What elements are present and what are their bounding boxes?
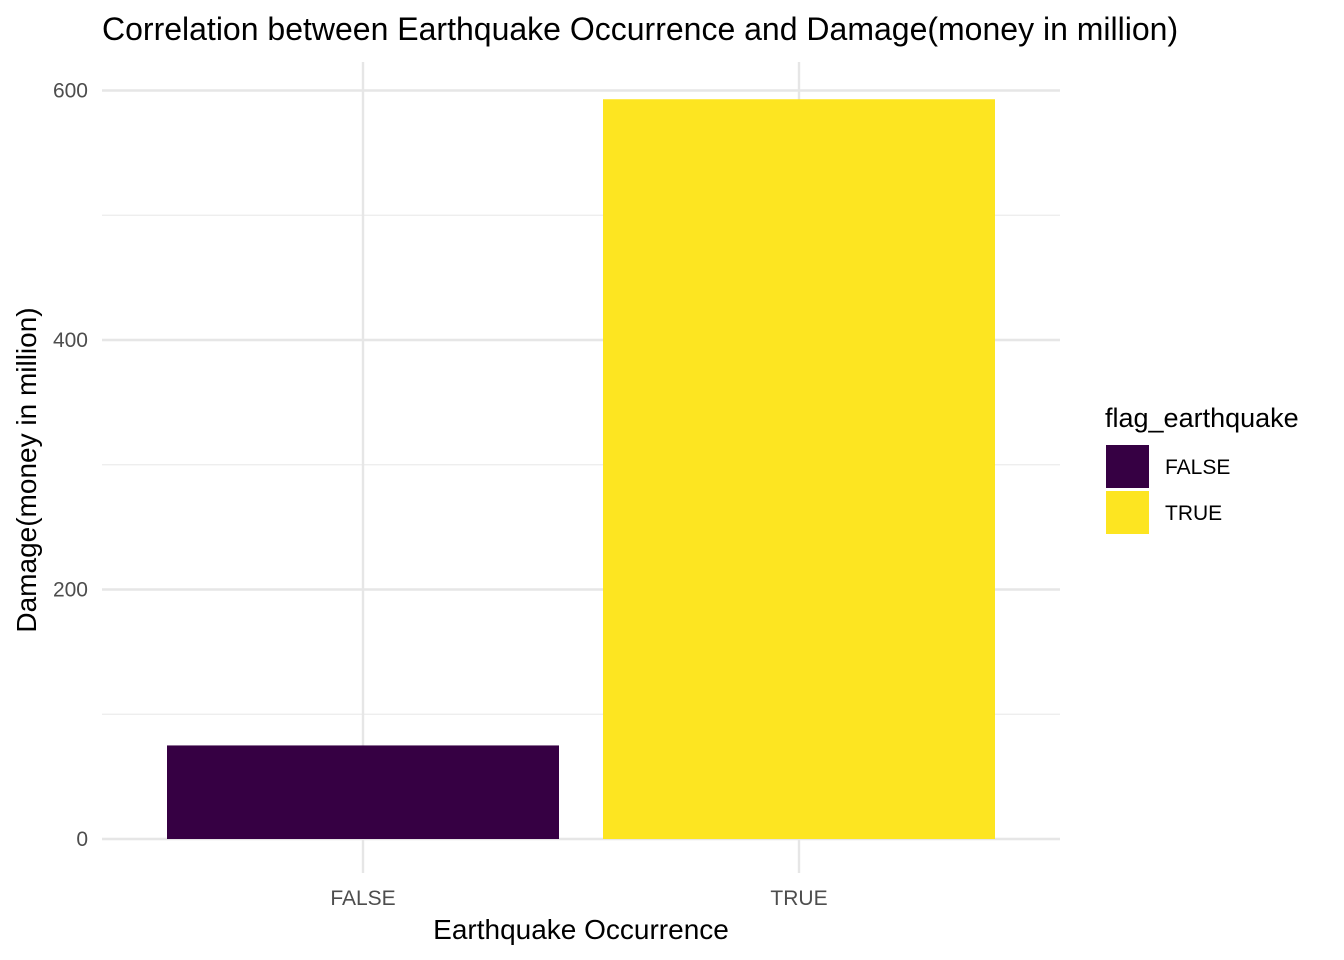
y-tick-label: 0 <box>76 828 88 851</box>
legend-label: TRUE <box>1165 502 1222 525</box>
legend: flag_earthquake FALSE TRUE <box>1105 403 1299 534</box>
bar-false <box>167 745 559 839</box>
y-axis-title: Damage(money in million) <box>11 307 42 632</box>
x-axis-title: Earthquake Occurrence <box>433 914 729 945</box>
y-tick-label: 600 <box>53 80 88 103</box>
x-tick-label: TRUE <box>770 887 827 910</box>
tick-labels: 0 200 400 600 FALSE TRUE <box>53 80 828 911</box>
legend-title: flag_earthquake <box>1105 403 1299 433</box>
chart-title: Correlation between Earthquake Occurrenc… <box>102 11 1178 47</box>
legend-swatch-false <box>1106 445 1149 488</box>
legend-label: FALSE <box>1165 456 1230 479</box>
legend-swatch-true <box>1106 491 1149 534</box>
bar-true <box>603 99 995 840</box>
x-tick-label: FALSE <box>330 887 395 910</box>
legend-items: FALSE TRUE <box>1106 445 1230 534</box>
bars <box>167 99 995 840</box>
y-tick-label: 200 <box>53 579 88 602</box>
y-tick-label: 400 <box>53 329 88 352</box>
